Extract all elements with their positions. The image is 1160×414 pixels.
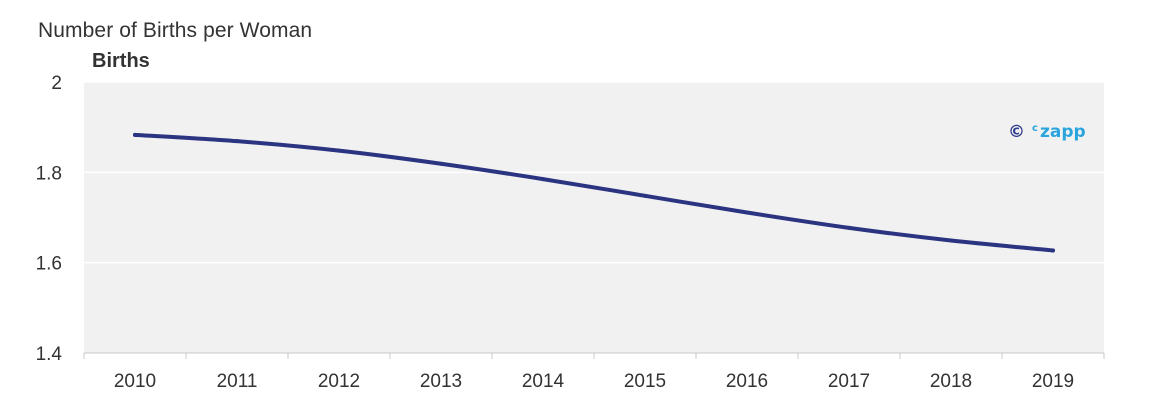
x-axis bbox=[83, 352, 1105, 359]
gridlines bbox=[84, 81, 1104, 264]
watermark-brand: zapp bbox=[1040, 122, 1086, 142]
data-point bbox=[133, 132, 137, 137]
y-tick-label: 1.6 bbox=[36, 254, 62, 275]
watermark-prefix: c bbox=[1032, 123, 1038, 134]
data-point bbox=[949, 238, 953, 243]
data-point bbox=[439, 161, 443, 166]
chart-title: Number of Births per Woman bbox=[38, 19, 313, 42]
x-tick-label: 2016 bbox=[726, 371, 768, 392]
x-tick-label: 2013 bbox=[420, 371, 462, 392]
data-point bbox=[847, 225, 851, 230]
plot-area bbox=[84, 82, 1104, 353]
y-axis-label: Births bbox=[92, 50, 150, 72]
data-point bbox=[337, 148, 341, 153]
data-point bbox=[235, 139, 239, 144]
copyright-icon: © bbox=[1008, 122, 1025, 142]
y-tick-label: 1.4 bbox=[36, 344, 63, 365]
x-tick-label: 2010 bbox=[114, 371, 156, 392]
czapp-watermark: © c zapp bbox=[1008, 122, 1086, 142]
y-tick-label: 1.8 bbox=[36, 163, 62, 184]
x-tick-label: 2011 bbox=[217, 371, 258, 392]
y-tick-label: 2 bbox=[51, 73, 62, 94]
x-tick-label: 2017 bbox=[828, 371, 870, 392]
y-axis: 1.4 1.6 1.8 2 bbox=[36, 73, 63, 365]
x-tick-label: 2012 bbox=[318, 371, 360, 392]
data-point bbox=[643, 193, 647, 198]
x-tick-label: 2015 bbox=[624, 371, 666, 392]
x-tick-label: 2018 bbox=[930, 371, 972, 392]
data-point bbox=[1051, 248, 1055, 253]
series-layer bbox=[133, 132, 1055, 253]
x-tick-label: 2019 bbox=[1032, 371, 1074, 392]
data-point bbox=[541, 177, 545, 182]
data-point bbox=[745, 210, 749, 215]
x-tick-label: 2014 bbox=[522, 371, 565, 392]
x-axis-labels: 2010 2011 2012 2013 2014 2015 2016 2017 2018 2019 bbox=[114, 371, 1074, 392]
series-line bbox=[133, 132, 1055, 253]
